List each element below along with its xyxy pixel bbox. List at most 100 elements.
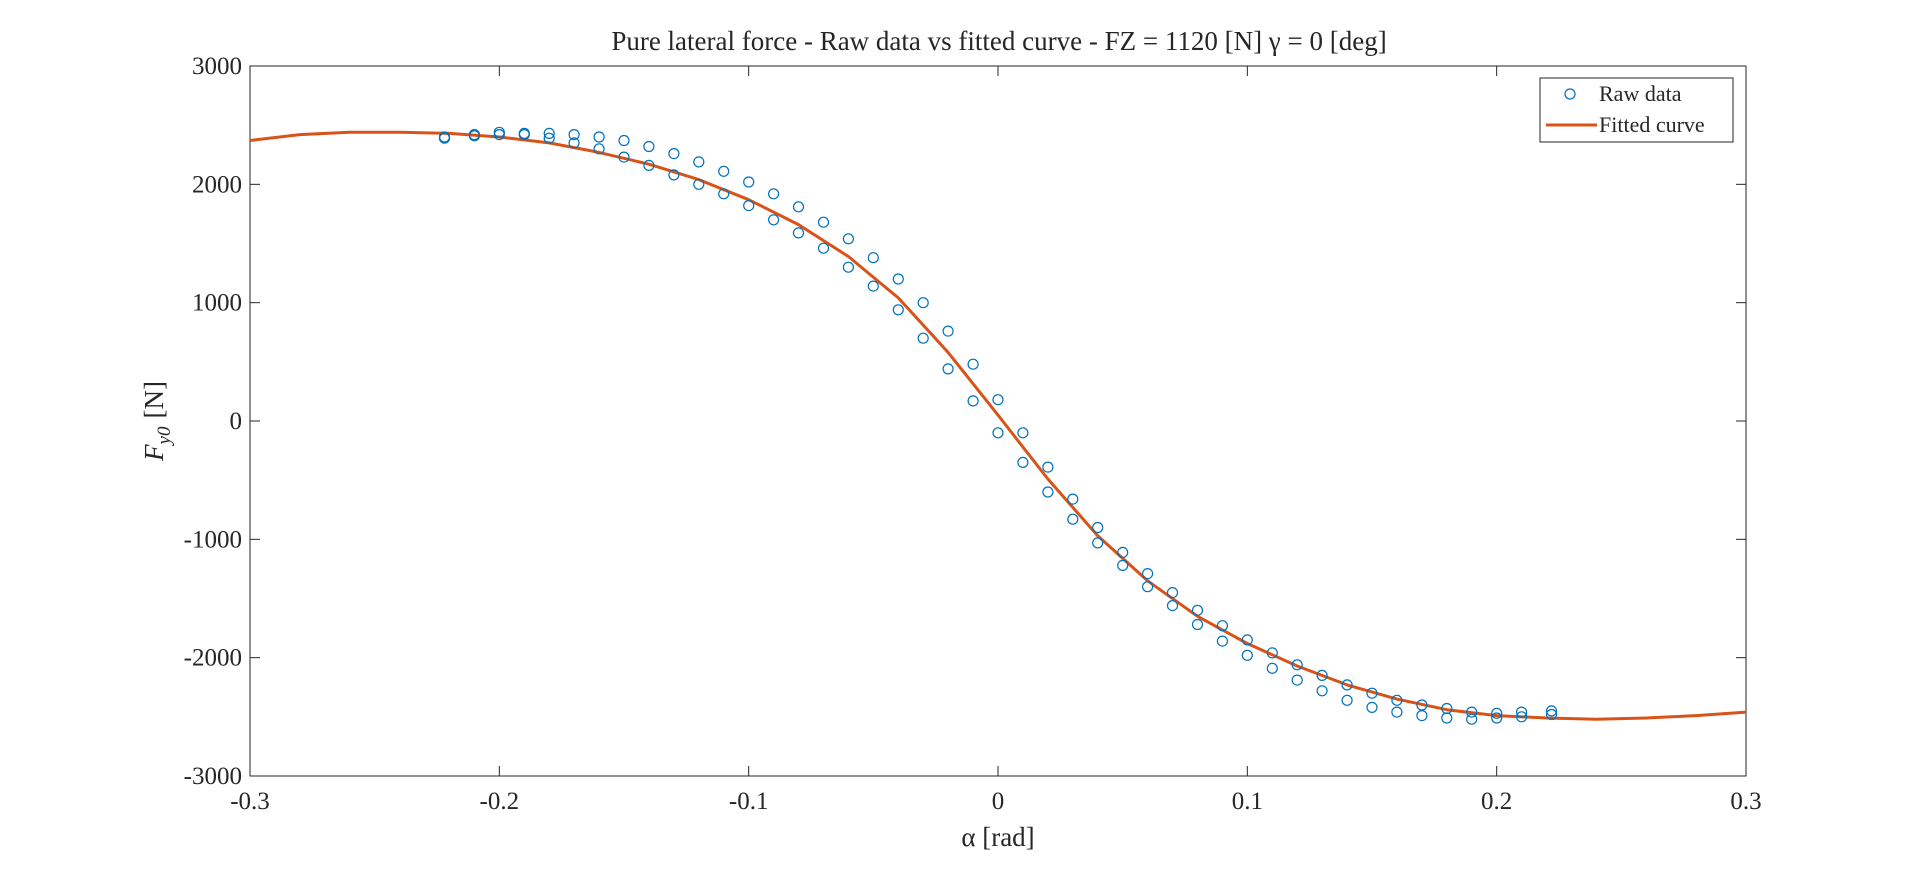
legend: Raw data Fitted curve xyxy=(1539,77,1734,143)
y-tick-label: 2000 xyxy=(192,171,242,198)
y-tick-label: 0 xyxy=(230,408,243,435)
raw-data-layer xyxy=(438,126,1558,725)
raw-data-point xyxy=(668,148,680,160)
x-tick-label: -0.1 xyxy=(729,788,769,815)
raw-data-point xyxy=(1241,649,1253,661)
raw-data-point xyxy=(1141,581,1154,593)
raw-data-point xyxy=(867,280,879,292)
legend-raw-data-label: Raw data xyxy=(1599,81,1682,106)
ticks-layer xyxy=(249,65,1747,777)
raw-data-point xyxy=(1216,620,1229,632)
raw-data-point xyxy=(1191,618,1204,631)
raw-data-point xyxy=(1141,567,1154,580)
raw-data-point xyxy=(942,363,954,375)
raw-data-point xyxy=(1441,702,1453,715)
raw-data-point xyxy=(1341,694,1353,706)
legend-box xyxy=(1539,77,1734,143)
raw-data-point xyxy=(568,129,580,141)
x-tick-label: 0 xyxy=(992,788,1005,815)
x-tick-label: -0.3 xyxy=(230,788,270,815)
y-tick-label: 1000 xyxy=(192,290,242,317)
raw-data-point xyxy=(892,304,904,316)
raw-data-point xyxy=(518,127,530,139)
raw-data-point xyxy=(438,131,451,143)
raw-data-point xyxy=(543,132,555,144)
y-axis-label-main: F xyxy=(139,444,169,462)
x-tick-label: 0.3 xyxy=(1730,788,1761,815)
raw-data-point xyxy=(992,427,1004,439)
y-axis-label-subscript: y0 xyxy=(154,426,175,446)
legend-fitted-curve-label: Fitted curve xyxy=(1599,112,1705,137)
x-axis-label: α [rad] xyxy=(961,822,1034,852)
raw-data-point xyxy=(1491,707,1503,719)
raw-data-point xyxy=(942,325,954,337)
raw-data-point xyxy=(917,297,929,309)
raw-data-point xyxy=(992,394,1004,406)
raw-data-point xyxy=(867,252,879,264)
raw-data-point xyxy=(1291,659,1303,671)
raw-data-point xyxy=(718,188,730,200)
x-tick-label: 0.2 xyxy=(1481,788,1512,815)
raw-data-point xyxy=(1216,635,1229,647)
raw-data-point xyxy=(1491,712,1503,724)
raw-data-point xyxy=(767,188,780,200)
y-axis-label-unit: [N] xyxy=(139,381,169,418)
raw-data-point xyxy=(543,127,555,139)
y-tick-labels: 3000 2000 1000 0 -1000 -2000 -3000 xyxy=(184,53,242,790)
raw-data-point xyxy=(718,165,730,177)
raw-data-point xyxy=(593,143,605,155)
raw-data-point xyxy=(593,131,605,143)
raw-data-point xyxy=(1416,699,1428,711)
raw-data-point xyxy=(1067,513,1079,525)
raw-data-point xyxy=(1266,662,1278,674)
raw-data-point xyxy=(1466,706,1478,718)
raw-data-point xyxy=(1092,537,1104,549)
raw-data-point xyxy=(1316,685,1328,697)
raw-data-point xyxy=(967,395,979,407)
raw-data-point xyxy=(643,159,655,171)
x-tick-label: -0.2 xyxy=(480,788,520,815)
raw-data-point xyxy=(842,261,855,273)
raw-data-point xyxy=(743,200,755,212)
x-tick-labels: -0.3 -0.2 -0.1 0 0.1 0.2 0.3 xyxy=(230,788,1761,815)
raw-data-point xyxy=(842,233,855,245)
raw-data-point xyxy=(1366,687,1378,699)
raw-data-point xyxy=(1191,604,1204,616)
raw-data-point xyxy=(1515,706,1528,718)
raw-data-point xyxy=(643,140,655,153)
raw-data-point xyxy=(1117,559,1129,572)
raw-data-point xyxy=(967,358,979,370)
raw-data-point xyxy=(1067,493,1079,505)
raw-data-point xyxy=(693,178,705,190)
raw-data-point xyxy=(792,227,805,239)
raw-data-point xyxy=(493,129,505,141)
raw-data-point xyxy=(1017,456,1029,468)
raw-data-point xyxy=(668,169,680,181)
raw-data-point xyxy=(1391,706,1403,718)
chart-title: Pure lateral force - Raw data vs fitted … xyxy=(611,26,1386,56)
raw-data-point xyxy=(1042,461,1054,473)
raw-data-point xyxy=(1266,647,1278,659)
raw-data-point xyxy=(1017,427,1029,439)
raw-data-point xyxy=(1166,586,1179,599)
y-tick-label: -1000 xyxy=(184,526,242,553)
raw-data-point xyxy=(743,176,755,188)
raw-data-point xyxy=(1092,521,1104,534)
raw-data-point xyxy=(1241,634,1253,646)
legend-raw-data-marker xyxy=(1564,88,1576,100)
raw-data-point xyxy=(1515,711,1528,723)
raw-data-point xyxy=(1545,708,1558,721)
raw-data-point xyxy=(817,242,830,254)
plot-area xyxy=(249,65,1747,777)
y-axis-label: Fy0 [N] xyxy=(139,381,175,462)
y-tick-label: -2000 xyxy=(184,645,242,672)
raw-data-point xyxy=(1117,546,1129,559)
raw-data-point xyxy=(1366,701,1378,714)
raw-data-point xyxy=(618,134,630,147)
raw-data-point xyxy=(1341,679,1353,691)
raw-data-point xyxy=(767,214,780,226)
raw-data-point xyxy=(693,156,705,168)
y-tick-label: 3000 xyxy=(192,53,242,80)
raw-data-point xyxy=(792,201,805,213)
